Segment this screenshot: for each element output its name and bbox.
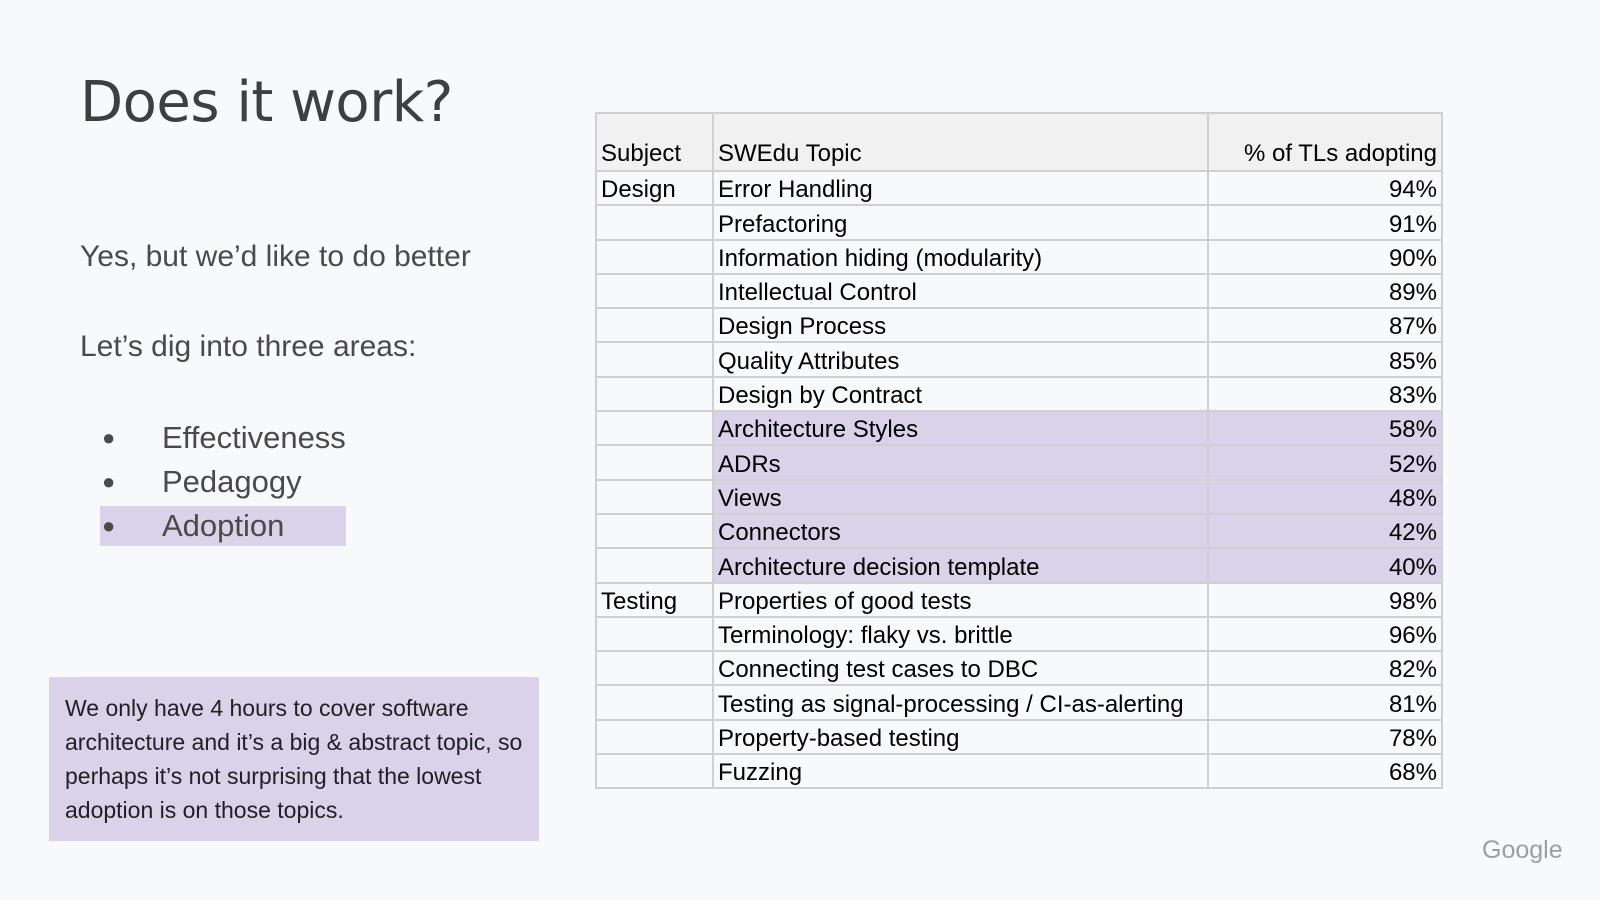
cell-topic: Architecture Styles bbox=[712, 410, 1209, 447]
table-row: Design by Contract 83% bbox=[595, 375, 1443, 413]
cell-topic: Connecting test cases to DBC bbox=[712, 650, 1209, 687]
table-row: Testing Properties of good tests 98% bbox=[595, 581, 1443, 618]
bullet-label: Adoption bbox=[162, 508, 285, 543]
cell-topic: ADRs bbox=[712, 444, 1209, 481]
table-row: Views 48% bbox=[595, 478, 1443, 515]
table-header-row: Subject SWEdu Topic % of TLs adopting bbox=[595, 112, 1443, 172]
cell-percent: 96% bbox=[1207, 615, 1443, 653]
bullet-item-highlighted: ● Adoption bbox=[100, 506, 346, 546]
cell-percent: 83% bbox=[1207, 375, 1443, 413]
cell-percent: 91% bbox=[1207, 204, 1443, 241]
cell-topic: Error Handling bbox=[712, 169, 1209, 207]
cell-percent: 85% bbox=[1207, 341, 1443, 378]
cell-percent: 90% bbox=[1207, 238, 1443, 275]
callout-box: We only have 4 hours to cover software a… bbox=[49, 677, 539, 841]
cell-subject bbox=[595, 307, 714, 344]
table-row: Intellectual Control 89% bbox=[595, 272, 1443, 310]
cell-percent: 78% bbox=[1207, 718, 1443, 756]
subtitle-line: Yes, but we’d like to do better bbox=[80, 240, 471, 273]
table-row: Information hiding (modularity) 90% bbox=[595, 238, 1443, 275]
cell-percent: 82% bbox=[1207, 650, 1443, 687]
cell-subject bbox=[595, 650, 714, 687]
header-percent: % of TLs adopting bbox=[1207, 112, 1443, 172]
cell-subject bbox=[595, 341, 714, 378]
cell-subject bbox=[595, 272, 714, 310]
cell-subject bbox=[595, 753, 714, 790]
cell-subject bbox=[595, 684, 714, 721]
cell-subject bbox=[595, 615, 714, 653]
table-row: Property-based testing 78% bbox=[595, 718, 1443, 756]
table-row: Fuzzing 68% bbox=[595, 753, 1443, 790]
table-row: ADRs 52% bbox=[595, 444, 1443, 481]
cell-topic: Quality Attributes bbox=[712, 341, 1209, 378]
cell-topic: Property-based testing bbox=[712, 718, 1209, 756]
cell-percent: 42% bbox=[1207, 512, 1443, 550]
cell-topic: Fuzzing bbox=[712, 753, 1209, 790]
cell-subject bbox=[595, 238, 714, 275]
cell-subject bbox=[595, 204, 714, 241]
cell-subject bbox=[595, 512, 714, 550]
page-title: Does it work? bbox=[80, 70, 453, 135]
cell-percent: 40% bbox=[1207, 547, 1443, 584]
cell-subject bbox=[595, 478, 714, 515]
table-row: Architecture decision template 40% bbox=[595, 547, 1443, 584]
header-subject: Subject bbox=[595, 112, 714, 172]
table-row: Connecting test cases to DBC 82% bbox=[595, 650, 1443, 687]
cell-percent: 68% bbox=[1207, 753, 1443, 790]
bullet-item: ● Effectiveness bbox=[100, 418, 346, 458]
bullet-label: Effectiveness bbox=[162, 420, 346, 455]
cell-percent: 87% bbox=[1207, 307, 1443, 344]
cell-topic: Connectors bbox=[712, 512, 1209, 550]
header-topic: SWEdu Topic bbox=[712, 112, 1209, 172]
cell-subject bbox=[595, 375, 714, 413]
cell-percent: 58% bbox=[1207, 410, 1443, 447]
areas-intro: Let’s dig into three areas: bbox=[80, 330, 417, 363]
cell-subject: Testing bbox=[595, 581, 714, 618]
google-logo: Google bbox=[1482, 836, 1563, 864]
cell-percent: 94% bbox=[1207, 169, 1443, 207]
cell-topic: Terminology: flaky vs. brittle bbox=[712, 615, 1209, 653]
bullet-dot-icon: ● bbox=[102, 469, 116, 494]
table-row: Quality Attributes 85% bbox=[595, 341, 1443, 378]
cell-percent: 48% bbox=[1207, 478, 1443, 515]
table-row: Testing as signal-processing / CI-as-ale… bbox=[595, 684, 1443, 721]
table-row: Architecture Styles 58% bbox=[595, 410, 1443, 447]
table-row: Terminology: flaky vs. brittle 96% bbox=[595, 615, 1443, 653]
cell-subject bbox=[595, 410, 714, 447]
cell-subject bbox=[595, 718, 714, 756]
cell-topic: Design by Contract bbox=[712, 375, 1209, 413]
cell-topic: Prefactoring bbox=[712, 204, 1209, 241]
cell-topic: Architecture decision template bbox=[712, 547, 1209, 584]
cell-subject bbox=[595, 444, 714, 481]
cell-subject bbox=[595, 547, 714, 584]
table-row: Prefactoring 91% bbox=[595, 204, 1443, 241]
cell-topic: Intellectual Control bbox=[712, 272, 1209, 310]
cell-percent: 81% bbox=[1207, 684, 1443, 721]
bullet-list: ● Effectiveness ● Pedagogy ● Adoption bbox=[100, 418, 346, 550]
cell-percent: 98% bbox=[1207, 581, 1443, 618]
cell-topic: Properties of good tests bbox=[712, 581, 1209, 618]
cell-percent: 52% bbox=[1207, 444, 1443, 481]
table-row: Design Process 87% bbox=[595, 307, 1443, 344]
cell-topic: Design Process bbox=[712, 307, 1209, 344]
table-row: Connectors 42% bbox=[595, 512, 1443, 550]
bullet-dot-icon: ● bbox=[102, 425, 116, 450]
bullet-dot-icon: ● bbox=[102, 513, 116, 538]
cell-subject: Design bbox=[595, 169, 714, 207]
cell-topic: Views bbox=[712, 478, 1209, 515]
cell-percent: 89% bbox=[1207, 272, 1443, 310]
cell-topic: Testing as signal-processing / CI-as-ale… bbox=[712, 684, 1209, 721]
adoption-table: Subject SWEdu Topic % of TLs adopting De… bbox=[595, 112, 1443, 790]
bullet-item: ● Pedagogy bbox=[100, 462, 346, 502]
table-row: Design Error Handling 94% bbox=[595, 169, 1443, 207]
bullet-label: Pedagogy bbox=[162, 464, 302, 499]
cell-topic: Information hiding (modularity) bbox=[712, 238, 1209, 275]
